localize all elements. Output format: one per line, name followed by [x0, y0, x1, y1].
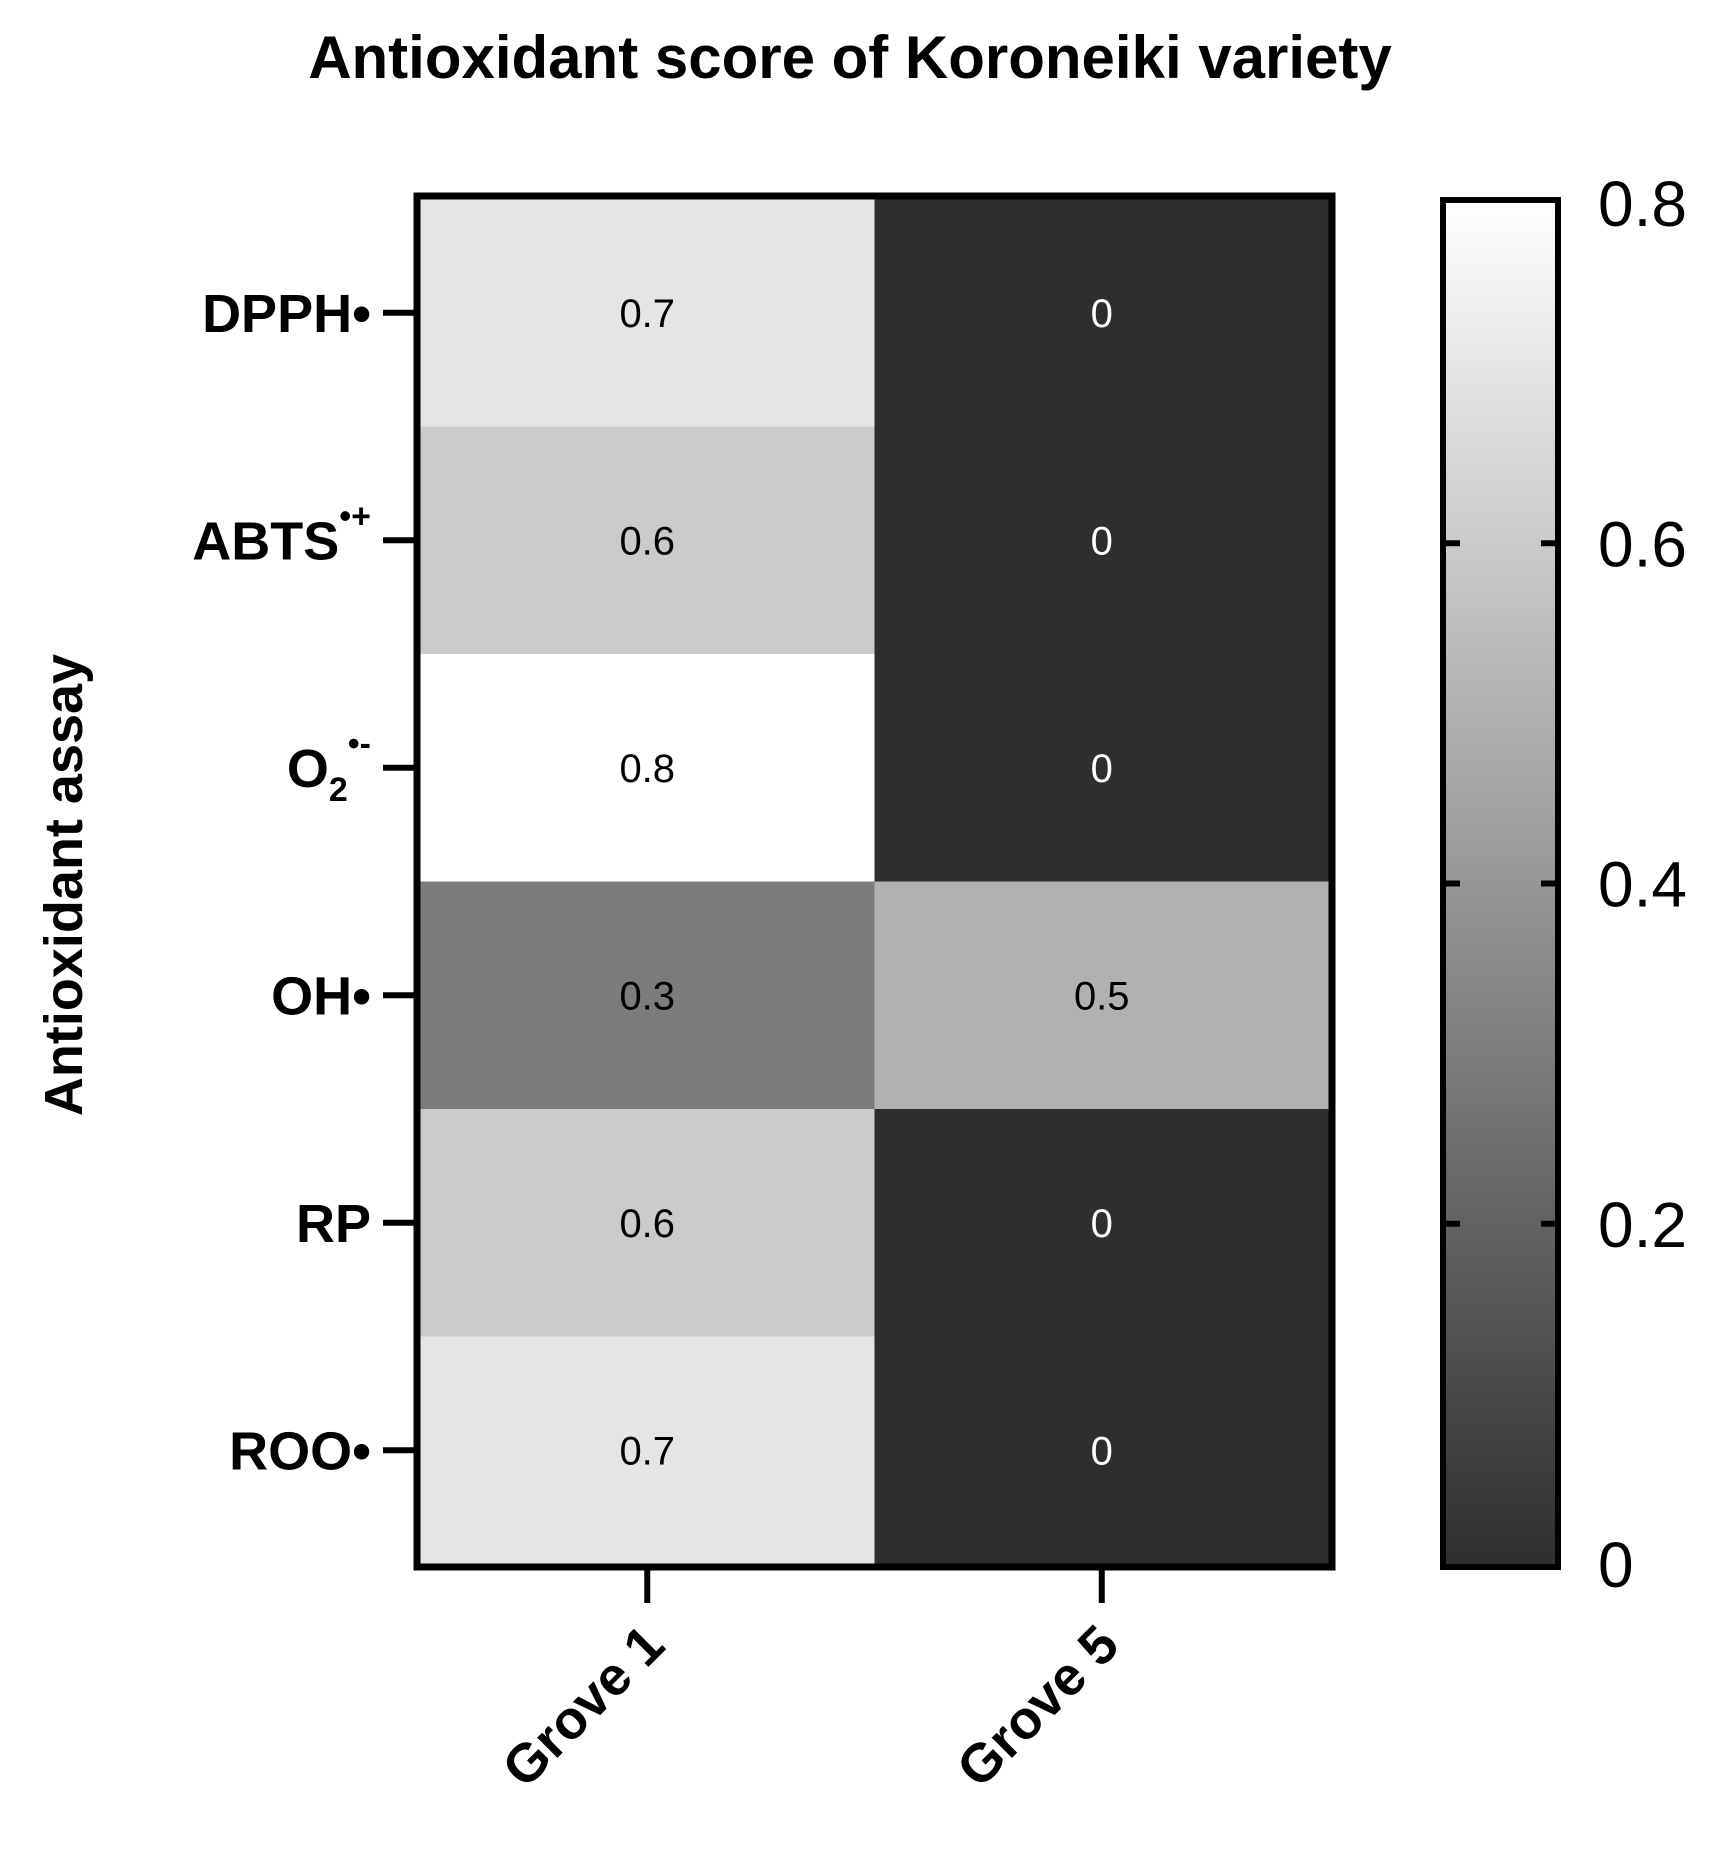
cell-value-label: 0.8	[619, 747, 675, 791]
cell-value-label: 0	[1091, 1202, 1113, 1246]
cell-value-label: 0	[1091, 292, 1113, 336]
colorbar-tick-label: 0.6	[1598, 508, 1687, 580]
cell-value-label: 0.6	[619, 1202, 675, 1246]
colorbar-tick-label: 0.4	[1598, 849, 1687, 921]
colorbar-ticks: 0 0.2 0.4 0.6 0.8	[1443, 168, 1687, 1601]
colorbar-tick-label: 0.8	[1598, 168, 1687, 240]
heatmap-cells	[420, 199, 1330, 1565]
row-label: OH•	[271, 966, 371, 1026]
heatmap-frame	[413, 192, 1336, 1571]
cell-value-label: 0.6	[619, 519, 675, 563]
cell-value-label: 0	[1091, 747, 1113, 791]
column-label: Grove 5	[946, 1614, 1131, 1799]
y-axis-label: Antioxidant assay	[34, 654, 94, 1116]
heatmap-cell	[420, 426, 875, 655]
column-labels: Grove 1 Grove 5	[491, 1567, 1130, 1799]
row-labels: DPPH• ABTS•+ O2•- OH• RP ROO•	[192, 284, 417, 1481]
heatmap-cell	[874, 881, 1330, 1110]
heatmap-cell	[420, 1336, 875, 1565]
heatmap-cell	[874, 1109, 1330, 1337]
cell-value-label: 0	[1091, 519, 1113, 563]
cell-value-label: 0.5	[1074, 974, 1130, 1018]
colorbar	[1440, 197, 1561, 1570]
heatmap-cell	[874, 654, 1330, 882]
heatmap-cell	[420, 654, 875, 882]
heatmap-cell	[874, 1336, 1330, 1565]
row-label: ROO•	[229, 1421, 371, 1481]
chart-title: Antioxidant score of Koroneiki variety	[308, 24, 1392, 91]
cell-value-label: 0	[1091, 1429, 1113, 1473]
heatmap-cell-values: 0.7 0 0.6 0 0.8 0 0.3 0.5 0.6 0 0.7 0	[619, 292, 1129, 1474]
cell-value-label: 0.7	[619, 292, 675, 336]
row-label: ABTS•+	[192, 497, 371, 571]
colorbar-tick-label: 0.2	[1598, 1189, 1687, 1261]
heatmap-cell	[420, 881, 875, 1110]
heatmap-cell	[874, 199, 1330, 427]
heatmap-cell	[420, 1109, 875, 1337]
row-label: DPPH•	[202, 284, 371, 344]
colorbar-tick-label: 0	[1598, 1529, 1634, 1601]
row-label: O2•-	[287, 725, 371, 809]
cell-value-label: 0.7	[619, 1429, 675, 1473]
column-label: Grove 1	[491, 1614, 676, 1799]
heatmap-cell	[874, 426, 1330, 655]
cell-value-label: 0.3	[619, 974, 675, 1018]
row-label: RP	[296, 1194, 371, 1254]
heatmap-cell	[420, 199, 875, 427]
